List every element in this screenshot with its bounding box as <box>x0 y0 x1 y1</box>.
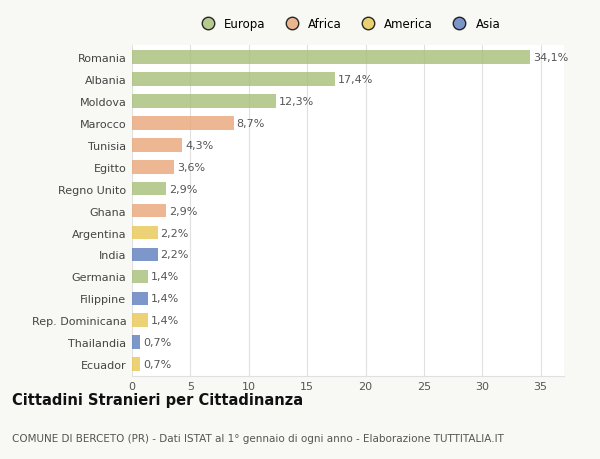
Text: 4,3%: 4,3% <box>185 140 214 151</box>
Text: 2,9%: 2,9% <box>169 184 197 194</box>
Bar <box>132 183 166 196</box>
Bar <box>132 51 530 65</box>
Text: 1,4%: 1,4% <box>151 316 179 325</box>
Text: 2,2%: 2,2% <box>161 250 189 260</box>
Bar <box>132 139 182 152</box>
Text: 2,9%: 2,9% <box>169 206 197 216</box>
Text: 1,4%: 1,4% <box>151 294 179 304</box>
Text: 0,7%: 0,7% <box>143 359 172 369</box>
Text: 3,6%: 3,6% <box>177 162 205 173</box>
Bar <box>132 314 148 327</box>
Bar <box>132 292 148 306</box>
Text: 0,7%: 0,7% <box>143 337 172 347</box>
Bar <box>132 117 233 130</box>
Text: 34,1%: 34,1% <box>533 53 568 63</box>
Bar <box>132 161 174 174</box>
Bar <box>132 248 158 262</box>
Text: 1,4%: 1,4% <box>151 272 179 282</box>
Text: Cittadini Stranieri per Cittadinanza: Cittadini Stranieri per Cittadinanza <box>12 392 303 407</box>
Text: 12,3%: 12,3% <box>278 97 314 106</box>
Text: 17,4%: 17,4% <box>338 75 373 85</box>
Bar <box>132 95 275 108</box>
Legend: Europa, Africa, America, Asia: Europa, Africa, America, Asia <box>193 16 503 34</box>
Bar <box>132 204 166 218</box>
Text: COMUNE DI BERCETO (PR) - Dati ISTAT al 1° gennaio di ogni anno - Elaborazione TU: COMUNE DI BERCETO (PR) - Dati ISTAT al 1… <box>12 433 504 442</box>
Text: 2,2%: 2,2% <box>161 228 189 238</box>
Bar <box>132 73 335 87</box>
Bar <box>132 270 148 284</box>
Bar <box>132 336 140 349</box>
Text: 8,7%: 8,7% <box>236 118 265 129</box>
Bar <box>132 226 158 240</box>
Bar <box>132 358 140 371</box>
